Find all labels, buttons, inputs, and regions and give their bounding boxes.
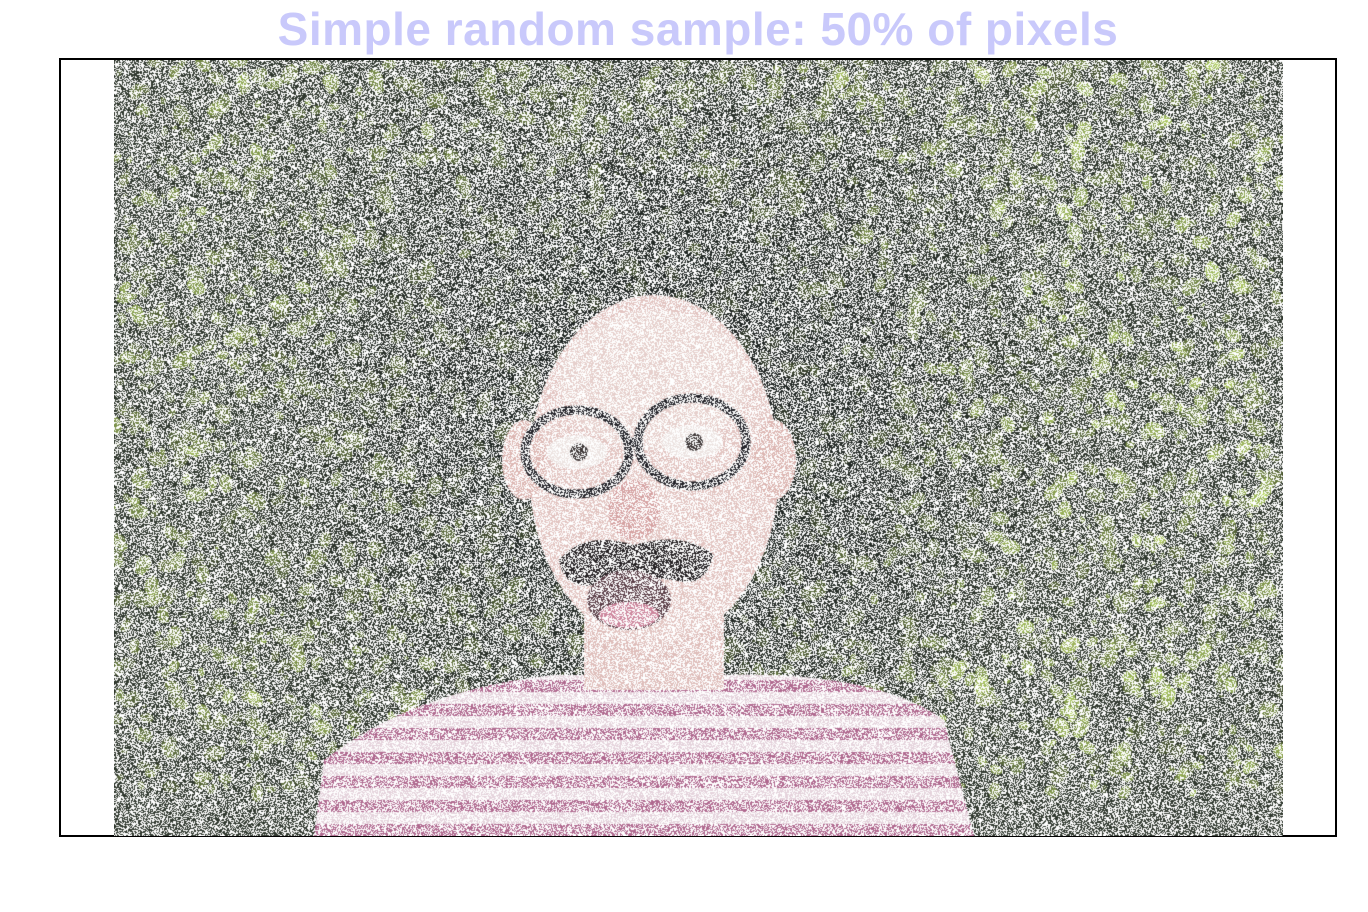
sampled-photo-image bbox=[114, 60, 1283, 836]
plot-title: Simple random sample: 50% of pixels bbox=[277, 3, 1119, 55]
